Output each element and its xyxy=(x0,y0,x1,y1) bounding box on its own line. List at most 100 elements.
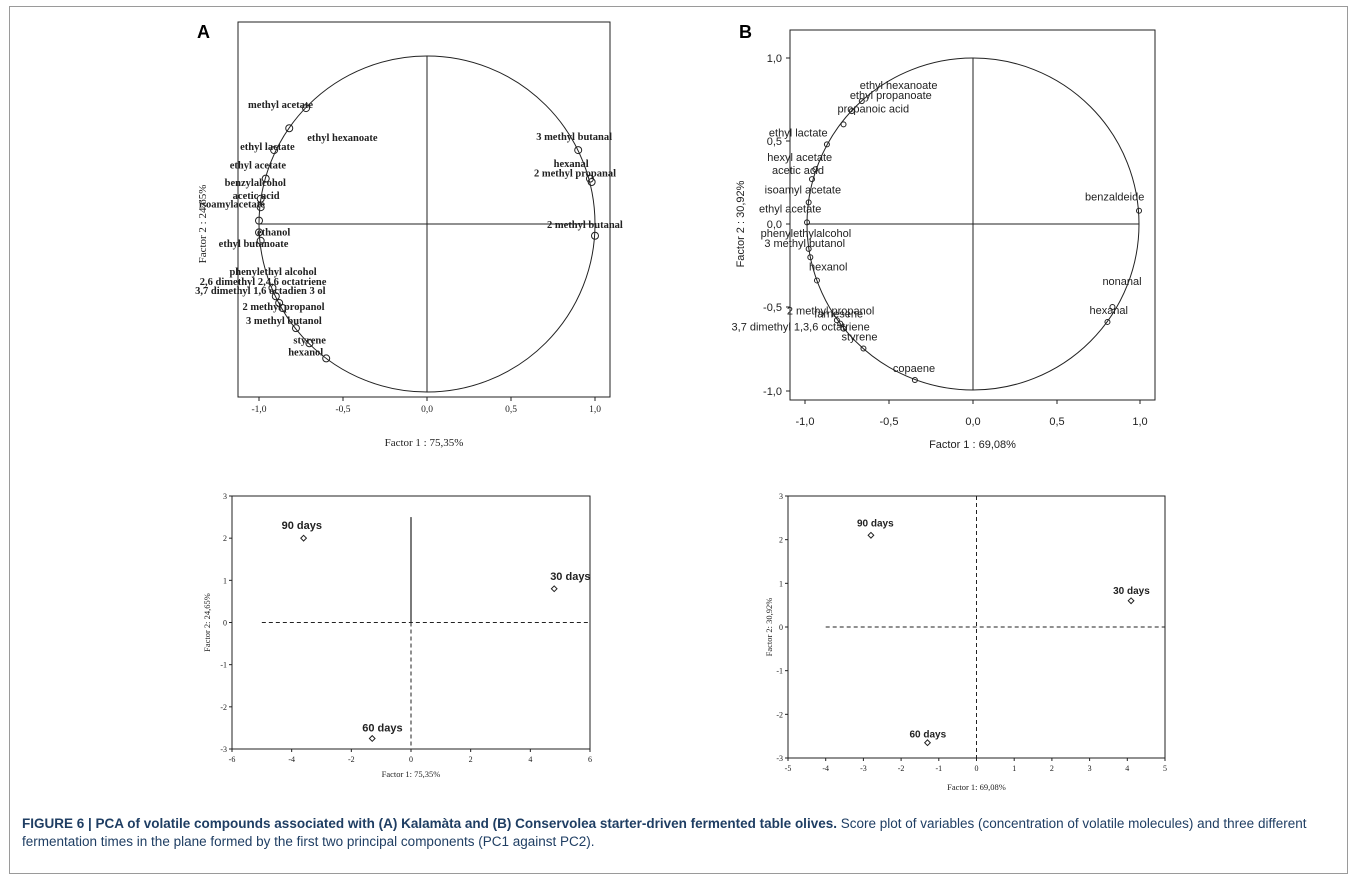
score-label: 90 days xyxy=(857,518,894,529)
panel-letter-a: A xyxy=(197,22,210,42)
variable-label: copaene xyxy=(893,363,935,375)
score-x-tick-label: -2 xyxy=(348,755,355,764)
variable-label: farnesene xyxy=(814,309,863,321)
variable-label: 2 methyl propanal xyxy=(534,169,616,180)
variable-label: hexanol xyxy=(288,347,323,358)
variable-label: 3 methyl butanol xyxy=(764,238,845,250)
variable-label: 2 methyl propanol xyxy=(787,305,874,317)
score-x-axis-title: Factor 1: 75,35% xyxy=(382,769,441,779)
score-x-tick-label: -2 xyxy=(898,764,905,773)
score-point xyxy=(923,739,932,747)
variable-label: ethyl acetate xyxy=(759,203,821,215)
variable-point xyxy=(1109,304,1116,310)
variable-point xyxy=(278,304,287,312)
score-y-tick-label: 1 xyxy=(223,576,227,585)
variable-label: ethanol xyxy=(257,227,290,238)
variable-point xyxy=(291,324,300,333)
score-x-tick-label: 5 xyxy=(1163,764,1167,773)
score-x-tick-label: 6 xyxy=(588,755,592,764)
variable-label: 2 methyl butanal xyxy=(547,220,623,231)
y-tick-label: -1,0 xyxy=(763,386,782,398)
y-tick-label: 0,5 xyxy=(767,136,782,148)
variable-point xyxy=(837,320,844,327)
x-tick-label: -1,0 xyxy=(251,405,266,415)
variable-label: hexanol xyxy=(809,261,848,273)
variable-label: ethyl propanoate xyxy=(850,90,932,102)
figure-chart: A B -1,0 -0,5 0,0 0,5 1,0 Factor 1 : 75,35% Fa… xyxy=(195,21,1167,792)
score-x-tick-label: -3 xyxy=(860,764,867,773)
x-tick-label: 1,0 xyxy=(589,405,601,415)
score-y-tick-label: -3 xyxy=(776,754,783,763)
variable-label: ethyl hexanoate xyxy=(860,80,938,92)
variable-point xyxy=(911,377,918,384)
variable-label: hexyl acetate xyxy=(767,152,832,164)
variable-point xyxy=(256,194,265,203)
variable-label: 3,7 dimethyl 1,6 octadien 3 ol xyxy=(195,286,325,297)
score-point xyxy=(867,531,875,539)
variable-label: nonanal xyxy=(1102,276,1141,288)
score-y-tick-label: -2 xyxy=(220,703,227,712)
variable-label: ethyl lactate xyxy=(769,127,828,139)
variable-label: 3 methyl butanal xyxy=(536,132,612,143)
score-x-axis-title: Factor 1: 69,08% xyxy=(947,782,1006,792)
score-x-tick-label: 4 xyxy=(528,755,532,764)
variable-label: ethyl hexanoate xyxy=(307,133,378,144)
variable-point xyxy=(807,254,814,261)
score-x-tick-label: -1 xyxy=(935,764,942,773)
score-y-axis-title: Factor 2: 30,92% xyxy=(764,598,774,657)
y-tick-label: 1,0 xyxy=(767,53,782,65)
score-point xyxy=(1127,597,1135,605)
variable-label: benzaldeide xyxy=(1085,192,1144,204)
y-tick-label: -0,5 xyxy=(763,302,782,314)
variable-label: 3,7 dimethyl 1,3,6 octatriene xyxy=(732,322,870,334)
variable-point xyxy=(302,104,311,113)
score-y-tick-label: 3 xyxy=(223,492,227,501)
score-x-tick-label: 4 xyxy=(1125,764,1129,773)
score-y-tick-label: 3 xyxy=(779,492,783,501)
variable-point xyxy=(804,219,810,226)
variable-point xyxy=(833,317,840,324)
variable-point xyxy=(322,354,331,363)
x-tick-label: 1,0 xyxy=(1132,416,1147,428)
variable-label: 2 methyl propanol xyxy=(243,302,325,313)
score-label: 90 days xyxy=(282,520,322,532)
variable-point xyxy=(812,166,819,173)
x-tick-label: 0,0 xyxy=(965,416,980,428)
score-y-tick-label: 1 xyxy=(779,579,783,588)
variable-label: styrene xyxy=(841,332,877,344)
variable-label: phenylethyl alcohol xyxy=(229,267,316,278)
score-x-tick-label: -5 xyxy=(785,764,792,773)
score-label: 60 days xyxy=(909,730,946,741)
score-x-tick-label: 0 xyxy=(975,764,979,773)
score-x-tick-label: -6 xyxy=(229,755,236,764)
x-axis-title: Factor 1 : 69,08% xyxy=(929,439,1016,451)
score-label: 30 days xyxy=(550,571,590,583)
variable-point xyxy=(574,146,583,155)
score-label: 60 days xyxy=(362,722,402,734)
x-axis-title: Factor 1 : 75,35% xyxy=(385,437,464,449)
variable-label: ethyl acetate xyxy=(230,161,287,172)
variable-point xyxy=(268,283,277,292)
variable-point xyxy=(823,141,830,148)
variable-point xyxy=(840,121,847,128)
x-tick-label: -1,0 xyxy=(796,416,815,428)
variable-label: propanoic acid xyxy=(838,103,910,115)
x-tick-label: 0,5 xyxy=(1049,416,1064,428)
x-tick-label: -0,5 xyxy=(335,405,350,415)
variable-point xyxy=(813,277,820,284)
variable-label: hexanal xyxy=(1089,305,1128,317)
variable-label: methyl acetate xyxy=(248,100,313,111)
variable-label: ethyl lactate xyxy=(240,142,295,153)
variable-point xyxy=(1104,318,1111,325)
variable-label: ethyl butanoate xyxy=(219,239,289,250)
variable-point xyxy=(587,178,596,186)
variable-label: acetic acid xyxy=(233,191,280,202)
variable-point xyxy=(840,325,847,332)
score-x-tick-label: 2 xyxy=(1050,764,1054,773)
variable-label: styrene xyxy=(293,335,326,346)
variable-label: hexanal xyxy=(554,159,589,170)
score-point xyxy=(368,734,376,742)
x-tick-label: -0,5 xyxy=(880,416,899,428)
variable-label: phenylethylalcohol xyxy=(761,228,852,240)
variable-point xyxy=(848,108,855,115)
